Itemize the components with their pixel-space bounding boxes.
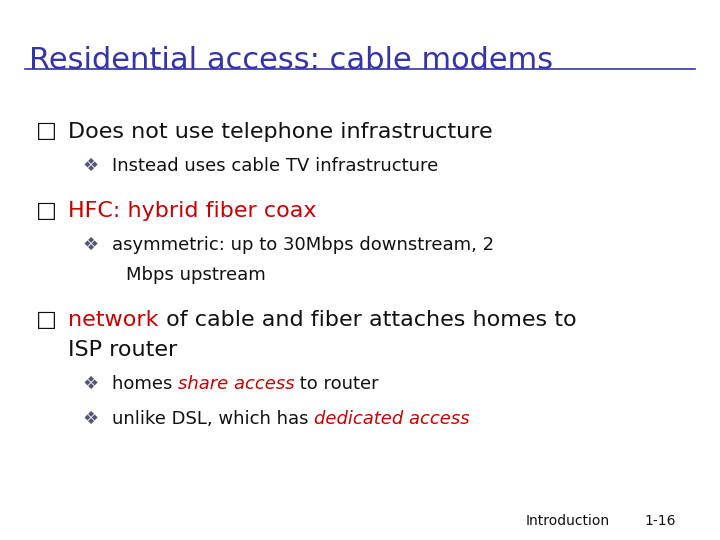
Text: network: network — [68, 310, 159, 330]
Text: ❖: ❖ — [83, 236, 99, 254]
Text: dedicated access: dedicated access — [314, 410, 469, 428]
Text: Does not use telephone infrastructure: Does not use telephone infrastructure — [68, 122, 493, 141]
Text: asymmetric: up to 30Mbps downstream, 2: asymmetric: up to 30Mbps downstream, 2 — [112, 236, 494, 254]
Text: HFC: hybrid fiber coax: HFC: hybrid fiber coax — [68, 201, 317, 221]
Text: Residential access: cable modems: Residential access: cable modems — [29, 46, 553, 75]
Text: 1-16: 1-16 — [644, 514, 676, 528]
Text: ❖: ❖ — [83, 157, 99, 174]
Text: Introduction: Introduction — [526, 514, 610, 528]
Text: homes: homes — [112, 375, 178, 393]
Text: Instead uses cable TV infrastructure: Instead uses cable TV infrastructure — [112, 157, 438, 174]
Text: ISP router: ISP router — [68, 340, 178, 360]
Text: □: □ — [36, 201, 57, 221]
Text: □: □ — [36, 310, 57, 330]
Text: of cable and fiber attaches homes to: of cable and fiber attaches homes to — [159, 310, 577, 330]
Text: to router: to router — [294, 375, 379, 393]
Text: Mbps upstream: Mbps upstream — [126, 266, 266, 284]
Text: ❖: ❖ — [83, 410, 99, 428]
Text: unlike DSL, which has: unlike DSL, which has — [112, 410, 314, 428]
Text: ❖: ❖ — [83, 375, 99, 393]
Text: share access: share access — [178, 375, 294, 393]
Text: □: □ — [36, 122, 57, 141]
